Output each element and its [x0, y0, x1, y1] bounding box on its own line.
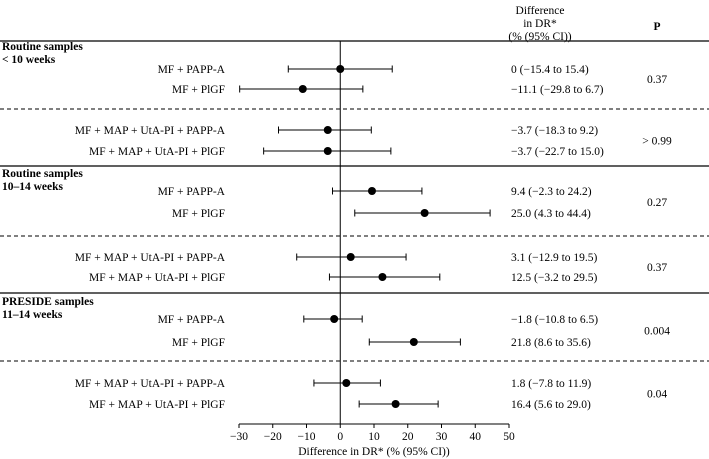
point-estimate: [323, 147, 332, 155]
x-axis: −30 −20 −10 0 10 20 30 40 50: [230, 423, 515, 443]
ci-text: −3.7 (−18.3 to 9.2): [511, 125, 598, 137]
row-label: MF + PlGF: [172, 337, 225, 349]
group-label: < 10 weeks: [2, 54, 56, 66]
p-header: P: [653, 21, 660, 33]
ci-text: 3.1 (−12.9 to 19.5): [511, 252, 598, 264]
row-label: MF + PAPP-A: [158, 186, 226, 198]
row-label: MF + MAP + UtA-PI + PlGF: [89, 146, 225, 158]
point-estimate: [330, 315, 339, 323]
row-label: MF + MAP + UtA-PI + PlGF: [89, 272, 225, 284]
ci-text: 21.8 (8.6 to 35.6): [511, 337, 591, 349]
p-value: 0.04: [647, 389, 667, 401]
p-value: 0.37: [647, 74, 667, 86]
ci-text: 16.4 (5.6 to 29.0): [511, 399, 591, 411]
x-tick-label: −10: [298, 431, 316, 443]
x-tick-label: 30: [436, 431, 448, 443]
point-estimate: [391, 400, 400, 408]
x-tick-label: −30: [230, 431, 248, 443]
x-axis-title: Difference in DR* (% (95% CI)): [298, 446, 450, 458]
row-label: MF + PAPP-A: [158, 314, 226, 326]
row-label: MF + MAP + UtA-PI + PAPP-A: [75, 125, 226, 137]
ci-text: 1.8 (−7.8 to 11.9): [511, 378, 591, 390]
row-label: MF + PlGF: [172, 208, 225, 220]
point-estimate: [420, 209, 429, 217]
point-estimate: [409, 338, 418, 346]
ci-header-line-2: in DR*: [523, 18, 557, 30]
x-tick-label: 40: [470, 431, 482, 443]
group-label: Routine samples: [2, 41, 83, 53]
ci-text: −1.8 (−10.8 to 6.5): [511, 314, 598, 326]
ci-text: 12.5 (−3.2 to 29.5): [511, 272, 598, 284]
ci-text: 0 (−15.4 to 15.4): [511, 64, 589, 76]
ci-text: 9.4 (−2.3 to 24.2): [511, 186, 592, 198]
group-label: PRESIDE samples: [2, 296, 94, 308]
row-label: MF + PlGF: [172, 84, 225, 96]
ci-header-line-1: Difference: [516, 5, 565, 17]
ci-header-line-3: (% (95% CI)): [508, 31, 571, 43]
row-label: MF + MAP + UtA-PI + PAPP-A: [75, 252, 226, 264]
x-tick-label: 10: [368, 431, 380, 443]
ci-text: −11.1 (−29.8 to 6.7): [511, 84, 604, 96]
ci-text: 25.0 (4.3 to 44.4): [511, 208, 591, 220]
ci-text: −3.7 (−22.7 to 15.0): [511, 146, 604, 158]
point-estimate: [378, 273, 387, 281]
group-label: 11–14 weeks: [2, 309, 63, 321]
row-label: MF + MAP + UtA-PI + PlGF: [89, 399, 225, 411]
point-estimate: [367, 187, 376, 195]
group-label: 10–14 weeks: [2, 181, 64, 193]
column-headers: Difference in DR* (% (95% CI)) P: [508, 5, 660, 43]
x-tick-label: 50: [503, 431, 515, 443]
point-estimate: [346, 253, 355, 261]
point-estimate: [323, 126, 332, 134]
p-value: 0.37: [647, 262, 667, 274]
x-tick-label: 20: [402, 431, 414, 443]
group-label: Routine samples: [2, 168, 83, 180]
x-tick-label: 0: [337, 431, 343, 443]
p-value: > 0.99: [642, 136, 672, 148]
point-estimate: [336, 65, 345, 73]
x-tick-label: −20: [264, 431, 282, 443]
point-estimate: [342, 379, 351, 387]
point-estimate: [298, 85, 307, 93]
p-value: 0.27: [647, 197, 667, 209]
p-value: 0.004: [644, 326, 670, 338]
row-label: MF + MAP + UtA-PI + PAPP-A: [75, 378, 226, 390]
row-label: MF + PAPP-A: [158, 64, 226, 76]
